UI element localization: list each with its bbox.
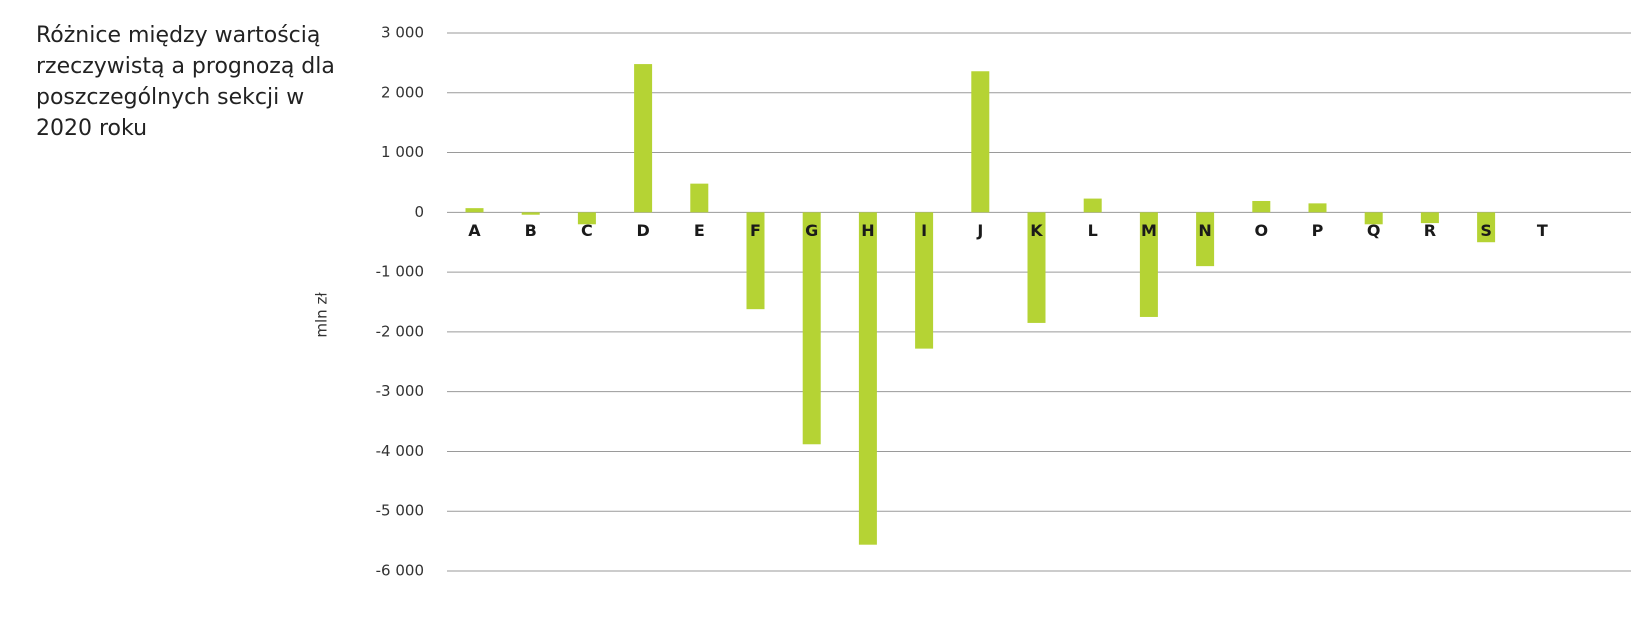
category-label-F: F — [750, 221, 761, 240]
bar-I — [915, 212, 934, 349]
bar-L — [1083, 198, 1102, 213]
category-label-O: O — [1254, 221, 1268, 240]
category-label-S: S — [1480, 221, 1492, 240]
bar-J — [971, 71, 990, 213]
bar-G — [802, 212, 821, 445]
y-tick-label: 2 000 — [381, 83, 424, 101]
category-label-A: A — [468, 221, 481, 240]
category-label-L: L — [1088, 221, 1098, 240]
y-tick-label: -1 000 — [376, 263, 424, 281]
x-axis-categories: A B C D E F G H I J K L M N O P Q R S T — [468, 221, 1548, 240]
y-tick-label: 3 000 — [381, 24, 424, 42]
bar-F — [746, 212, 765, 310]
y-tick-label: -6 000 — [376, 562, 424, 580]
bar-A — [465, 208, 484, 213]
y-tick-label: -4 000 — [376, 442, 424, 460]
bar-S — [1477, 212, 1496, 243]
y-tick-label: 1 000 — [381, 143, 424, 161]
category-label-H: H — [861, 221, 874, 240]
bar-D — [634, 64, 653, 213]
bar-O — [1252, 200, 1271, 213]
category-label-P: P — [1312, 221, 1324, 240]
y-tick-label: -2 000 — [376, 322, 424, 340]
chart-title: Różnice między wartością rzeczywistą a p… — [36, 23, 335, 141]
y-tick-label: -5 000 — [376, 502, 424, 520]
bar-H — [858, 212, 877, 545]
category-label-C: C — [581, 221, 593, 240]
y-tick-label: -3 000 — [376, 382, 424, 400]
category-label-Q: Q — [1367, 221, 1381, 240]
y-axis-label: mln zł — [313, 292, 331, 338]
bars — [465, 64, 1496, 545]
bar-M — [1139, 212, 1158, 317]
bar-N — [1196, 212, 1215, 267]
y-axis-ticks: 3 000 2 000 1 000 0 -1 000 -2 000 -3 000 -4 000… — [376, 24, 424, 580]
bar-E — [690, 183, 709, 213]
bar-R — [1420, 212, 1439, 224]
category-label-K: K — [1030, 221, 1043, 240]
bar-Q — [1364, 212, 1383, 225]
category-label-I: I — [921, 221, 927, 240]
category-label-M: M — [1141, 221, 1157, 240]
category-label-J: J — [976, 221, 983, 240]
bar-C — [577, 212, 596, 225]
category-label-B: B — [525, 221, 537, 240]
bar-P — [1308, 203, 1327, 213]
category-label-E: E — [694, 221, 705, 240]
bar-B — [521, 212, 540, 215]
bar-K — [1027, 212, 1046, 323]
category-label-G: G — [805, 221, 818, 240]
category-label-D: D — [636, 221, 649, 240]
category-label-N: N — [1198, 221, 1211, 240]
y-tick-label: 0 — [414, 203, 424, 221]
category-label-R: R — [1424, 221, 1436, 240]
category-label-T: T — [1537, 221, 1548, 240]
